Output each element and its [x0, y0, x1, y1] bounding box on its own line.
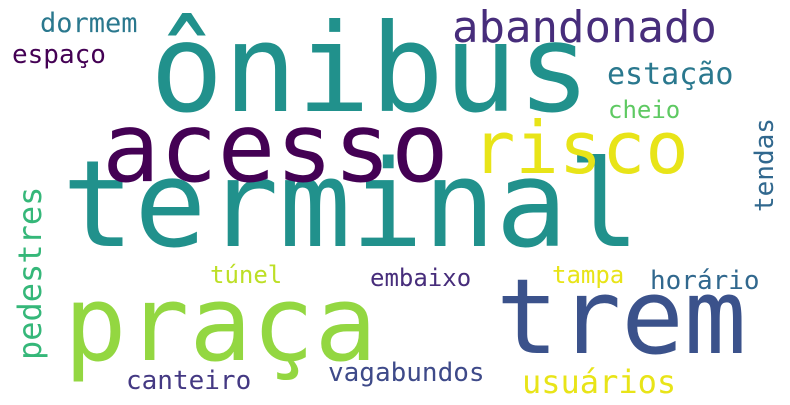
word-espaco: espaço [12, 40, 106, 70]
word-tampa: tampa [552, 261, 625, 289]
word-usuarios: usuários [522, 363, 677, 401]
word-cheio: cheio [608, 96, 681, 124]
word-acesso: acesso [102, 92, 449, 204]
word-onibus: ônibus [150, 0, 591, 140]
word-dormem: dormem [40, 8, 138, 39]
word-praca: praça [64, 263, 378, 385]
word-vagabundos: vagabundos [328, 358, 485, 388]
word-trem: trem [496, 256, 747, 378]
word-risco: risco [472, 106, 689, 190]
word-canteiro: canteiro [126, 366, 252, 396]
word-estacao: estação [607, 57, 734, 92]
word-tendas: tendas [750, 118, 780, 212]
word-tunel: túnel [210, 261, 283, 289]
word-pedestres: pedestres [11, 186, 49, 360]
word-horario: horário [650, 266, 760, 296]
word-terminal: terminal [62, 136, 640, 275]
word-embaixo: embaixo [370, 264, 472, 292]
word-abandonado: abandonado [452, 2, 717, 53]
